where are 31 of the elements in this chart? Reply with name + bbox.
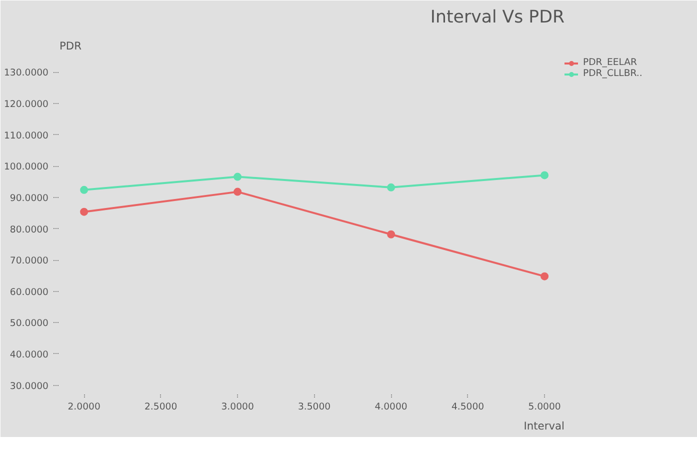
point bbox=[540, 272, 549, 280]
y-tick-label: 40.0000 bbox=[10, 349, 49, 360]
point bbox=[540, 171, 549, 180]
x-tick-label: 3.5000 bbox=[298, 402, 331, 412]
point bbox=[387, 230, 396, 238]
x-tick-label: 2.5000 bbox=[144, 402, 178, 412]
legend-label: PDR_EELAR bbox=[583, 57, 638, 68]
point bbox=[234, 172, 242, 181]
point bbox=[387, 183, 396, 192]
y-tick-label: 90.0000 bbox=[10, 192, 49, 204]
y-tick-label: 80.0000 bbox=[10, 224, 49, 236]
y-tick-label: 120.0000 bbox=[4, 99, 49, 110]
x-tick-label: 5.0000 bbox=[528, 402, 561, 412]
x-tick-label: 3.0000 bbox=[221, 402, 254, 412]
y-tick-label: 100.0000 bbox=[4, 162, 49, 173]
y-tick-label: 60.0000 bbox=[10, 286, 49, 298]
point bbox=[80, 208, 88, 216]
legend-label: PDR_CLLBR.. bbox=[583, 68, 642, 79]
x-tick-label: 4.5000 bbox=[451, 402, 484, 412]
x-tick-label: 4.0000 bbox=[374, 402, 408, 412]
x-axis-title: Interval bbox=[524, 420, 565, 432]
y-tick-label: 130.0000 bbox=[4, 68, 49, 79]
y-tick-label: 50.0000 bbox=[10, 318, 49, 330]
point bbox=[80, 186, 88, 194]
y-tick-label: 30.0000 bbox=[10, 380, 49, 392]
chart-title: Interval Vs PDR bbox=[430, 8, 565, 28]
y-tick-label: 70.0000 bbox=[10, 256, 49, 267]
y-tick-label: 110.0000 bbox=[4, 130, 49, 142]
y-axis-title: PDR bbox=[60, 40, 82, 52]
x-tick-label: 2.0000 bbox=[68, 402, 100, 412]
point bbox=[234, 188, 242, 196]
